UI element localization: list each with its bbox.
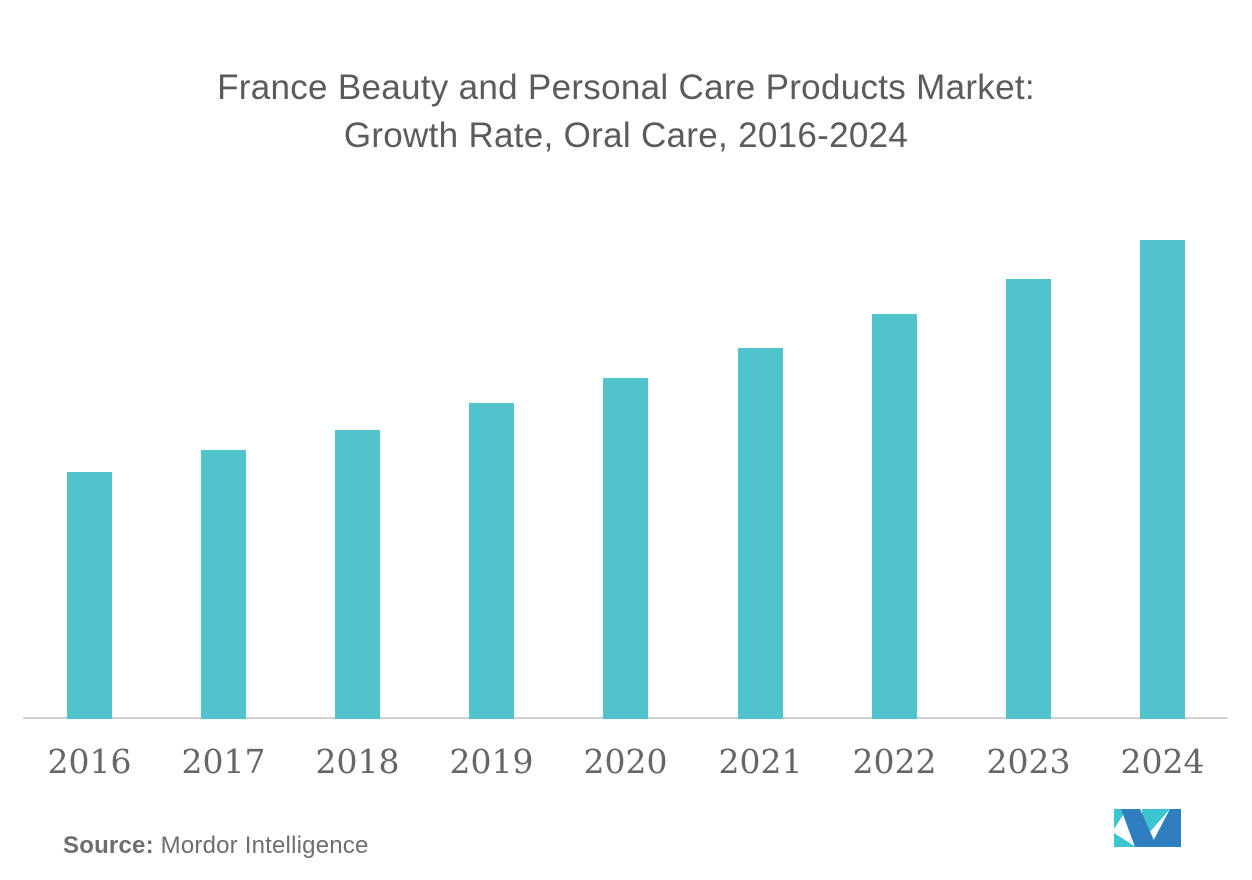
bar-2019 <box>469 403 514 719</box>
bar-2024 <box>1140 240 1185 719</box>
bar-2016 <box>67 472 112 719</box>
x-axis-label-2022: 2022 <box>852 742 937 781</box>
chart-title-line-1: France Beauty and Personal Care Products… <box>217 68 1035 107</box>
bar-2022 <box>872 314 917 719</box>
x-axis-label-2023: 2023 <box>986 742 1071 781</box>
bar-2023 <box>1006 279 1051 719</box>
bar-2017 <box>201 450 246 719</box>
bar-2020 <box>603 378 648 719</box>
chart-title: France Beauty and Personal Care Products… <box>0 64 1252 160</box>
bar-2018 <box>335 430 380 719</box>
x-axis-label-2017: 2017 <box>181 742 266 781</box>
logo-diagonal-shape <box>1121 809 1157 847</box>
chart-title-line-2: Growth Rate, Oral Care, 2016-2024 <box>343 116 909 155</box>
mordor-intelligence-logo <box>1114 809 1181 847</box>
source-label: Source: <box>63 832 154 859</box>
source-text: Mordor Intelligence <box>153 832 369 859</box>
x-axis-label-2016: 2016 <box>47 742 132 781</box>
x-axis-label-2024: 2024 <box>1120 742 1205 781</box>
x-axis-label-2019: 2019 <box>449 742 534 781</box>
x-axis-label-2018: 2018 <box>315 742 400 781</box>
x-axis-label-2021: 2021 <box>718 742 803 781</box>
logo-right-bar-shape <box>1150 809 1181 847</box>
x-axis-label-2020: 2020 <box>583 742 668 781</box>
bar-2021 <box>738 348 783 719</box>
logo-left-bottom-shape <box>1114 833 1136 847</box>
source-line: Source: Mordor Intelligence <box>63 832 369 860</box>
